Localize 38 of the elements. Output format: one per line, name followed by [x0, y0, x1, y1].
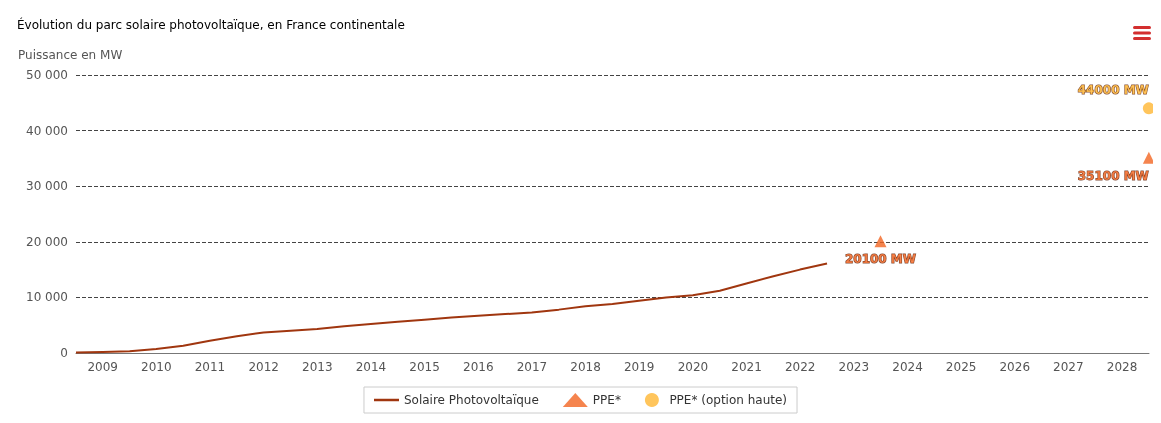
x-tick-label: 2011 — [194, 360, 226, 374]
line-series — [75, 262, 829, 354]
x-tick-label: 2028 — [1106, 360, 1138, 374]
chart-title: Évolution du parc solaire photovoltaïque, en France continentale — [17, 17, 405, 32]
x-tick-label: 2023 — [838, 360, 870, 374]
x-tick-label: 2016 — [463, 360, 494, 374]
x-tick-label: 2010 — [141, 360, 172, 374]
x-tick-label: 2015 — [409, 360, 440, 374]
y-tick-label: 50 000 — [26, 68, 68, 82]
point — [1142, 151, 1153, 164]
legend-label: Solaire Photovoltaïque — [403, 393, 539, 407]
data-label: 35100 MW — [1077, 168, 1149, 183]
x-tick-label: 2020 — [677, 360, 709, 374]
legend-label: PPE* (option haute) — [669, 393, 788, 407]
x-tick-label: 2021 — [731, 360, 762, 374]
legend-label: PPE* — [592, 393, 621, 407]
x-tick-label: 2024 — [892, 360, 923, 374]
x-tick-label: 2022 — [784, 360, 816, 374]
data-label: 20100 MW — [844, 252, 917, 267]
y-tick-label: 30 000 — [26, 179, 68, 194]
x-tick-label: 2014 — [355, 360, 387, 374]
point — [1142, 102, 1153, 115]
x-tick-label: 2019 — [623, 360, 655, 374]
x-tick-label: 2018 — [570, 360, 601, 374]
x-tick-label: 2009 — [87, 360, 119, 374]
y-tick-label: 0 — [60, 346, 68, 360]
x-tick-label: 2017 — [516, 360, 548, 374]
point — [874, 235, 887, 248]
y-tick-label: 10 000 — [26, 290, 68, 305]
y-tick-label: 40 000 — [26, 123, 68, 138]
x-tick-label: 2013 — [302, 360, 333, 374]
y-axis-title: Puissance en MW — [18, 48, 123, 62]
x-tick-label: 2027 — [1053, 360, 1084, 374]
x-tick-label: 2025 — [945, 360, 977, 374]
x-tick-label: 2012 — [248, 360, 279, 374]
x-tick-label: 2026 — [999, 360, 1031, 374]
data-label: 44000 MW — [1077, 83, 1149, 98]
y-tick-label: 20 000 — [26, 234, 68, 249]
